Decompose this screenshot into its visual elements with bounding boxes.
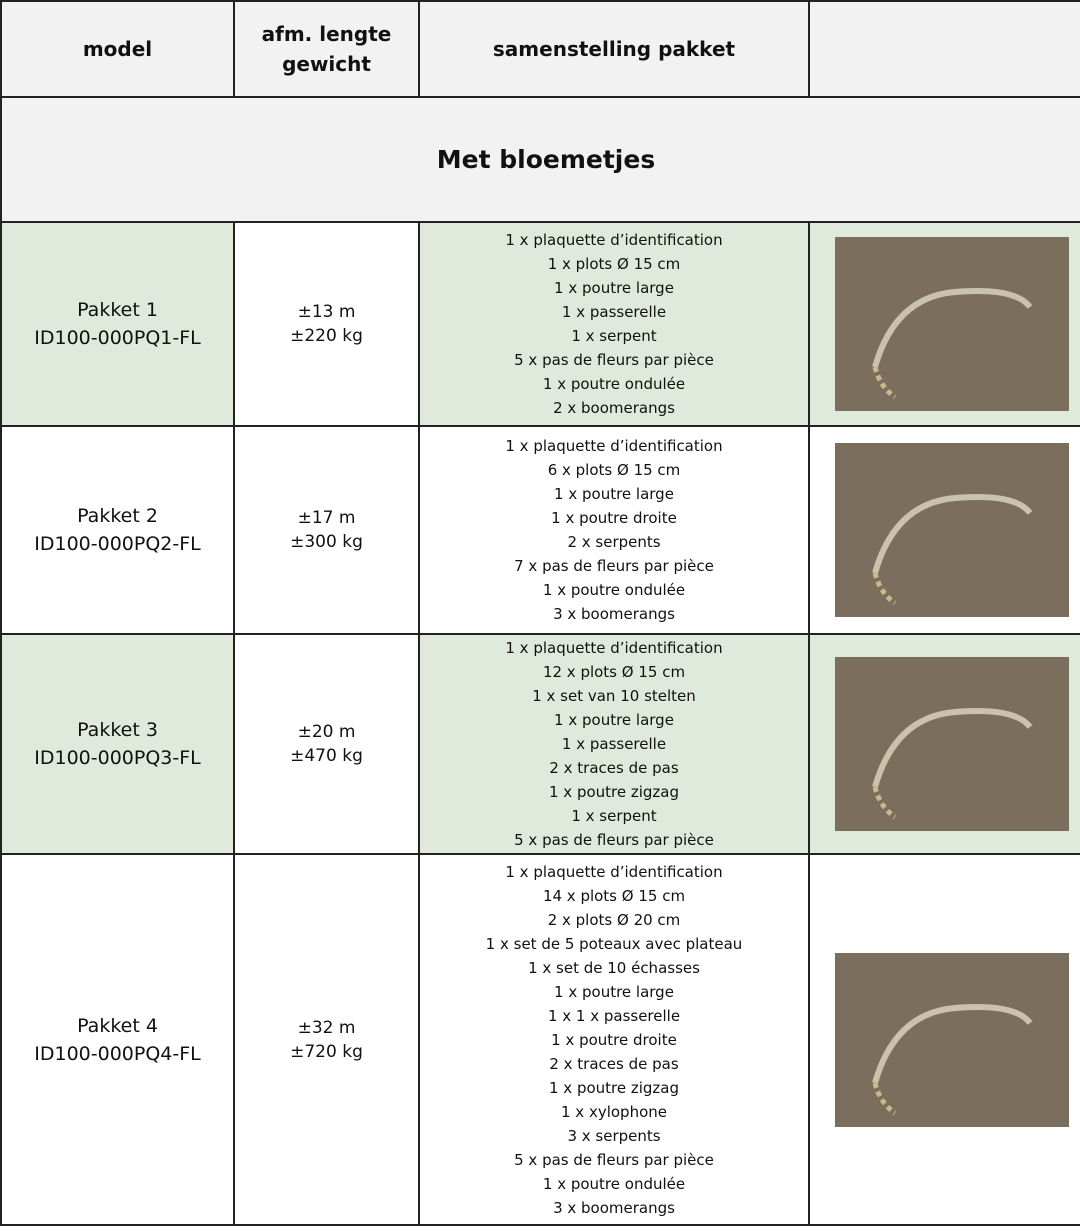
size-cell: ±32 m ±720 kg [233, 853, 420, 1226]
header-text: afm. lengte gewicht [261, 22, 392, 76]
content-line: 1 x plaquette d’identification [505, 231, 723, 249]
content-line: 1 x poutre large [554, 485, 674, 503]
content-line: 2 x traces de pas [549, 759, 679, 777]
model-cell: Pakket 3 ID100-000PQ3-FL [0, 633, 235, 855]
model-cell: Pakket 4 ID100-000PQ4-FL [0, 853, 235, 1226]
model-line: Pakket 2 [77, 505, 158, 527]
content-line: 3 x boomerangs [553, 1198, 675, 1217]
model-line: Pakket 4 [77, 1014, 158, 1037]
package-row: Pakket 3 ID100-000PQ3-FL ±20 m ±470 kg 1 x p… [0, 633, 1080, 855]
content-line: 1 x plots Ø 15 cm [547, 255, 681, 273]
content-line: 1 x 1 x passerelle [547, 1006, 681, 1025]
model-line: ID100-000PQ4-FL [34, 1042, 201, 1065]
model-line: Pakket 3 [77, 719, 158, 741]
size-cell: ±17 m ±300 kg [233, 425, 420, 635]
image-cell [808, 633, 1080, 855]
contents-cell: 1 x plaquette d’identification 1 x plots … [418, 221, 810, 427]
content-line: 1 x poutre droite [551, 509, 677, 527]
content-line: 14 x plots Ø 15 cm [542, 886, 686, 905]
package-row: Pakket 1 ID100-000PQ1-FL ±13 m ±220 kg 1 x p… [0, 221, 1080, 427]
content-line: 1 x poutre large [554, 711, 674, 729]
content-line: 1 x poutre zigzag [548, 783, 680, 801]
contents-cell: 1 x plaquette d’identification 12 x plots… [418, 633, 810, 855]
content-line: 5 x pas de fleurs par pièce [514, 831, 714, 849]
content-line: 1 x set van 10 stelten [532, 687, 696, 705]
content-line: 2 x boomerangs [553, 399, 675, 417]
size-cell: ±13 m ±220 kg [233, 221, 420, 427]
content-line: 1 x poutre ondulée [542, 581, 686, 599]
content-line: 1 x plaquette d’identification [505, 862, 723, 881]
content-line: 1 x plaquette d’identification [505, 639, 723, 657]
content-line: 1 x xylophone [561, 1102, 667, 1121]
content-line: 2 x serpents [567, 533, 661, 551]
package-image [835, 657, 1069, 831]
size-line: ±220 kg [290, 326, 363, 346]
model-line: ID100-000PQ2-FL [34, 533, 201, 555]
contents-cell: 1 x plaquette d’identification 6 x plots … [418, 425, 810, 635]
content-line: 1 x passerelle [561, 303, 667, 321]
size-line: ±300 kg [290, 532, 363, 552]
content-line: 1 x poutre ondulée [542, 375, 686, 393]
size-line: ±470 kg [290, 746, 363, 766]
content-line: 5 x pas de fleurs par pièce [514, 351, 714, 369]
content-line: 6 x plots Ø 15 cm [547, 461, 681, 479]
size-cell: ±20 m ±470 kg [233, 633, 420, 855]
content-line: 1 x set de 5 poteaux avec plateau [485, 934, 743, 953]
model-cell: Pakket 2 ID100-000PQ2-FL [0, 425, 235, 635]
header-text: model [82, 37, 153, 61]
image-cell [808, 221, 1080, 427]
content-line: 3 x serpents [567, 1126, 661, 1145]
content-line: 1 x poutre ondulée [542, 1174, 686, 1193]
content-line: 1 x plaquette d’identification [505, 437, 723, 455]
model-line: ID100-000PQ3-FL [34, 747, 201, 769]
size-line: ±17 m [297, 508, 356, 528]
section-title: Met bloemetjes [0, 96, 1080, 223]
package-image [835, 952, 1069, 1127]
header-cell: model [0, 0, 235, 98]
size-line: ±13 m [297, 302, 356, 322]
section-row: Met bloemetjes [0, 96, 1080, 223]
content-line: 12 x plots Ø 15 cm [542, 663, 686, 681]
package-row: Pakket 2 ID100-000PQ2-FL ±17 m ±300 kg 1 x p… [0, 425, 1080, 635]
header-text: samenstelling pakket [492, 37, 736, 61]
header-cell: afm. lengte gewicht [233, 0, 420, 98]
content-line: 3 x boomerangs [553, 605, 675, 623]
package-image [835, 443, 1069, 617]
model-line: ID100-000PQ1-FL [34, 327, 201, 349]
image-cell [808, 425, 1080, 635]
size-line: ±20 m [297, 722, 356, 742]
package-image [835, 237, 1069, 411]
content-line: 1 x poutre large [554, 279, 674, 297]
content-line: 7 x pas de fleurs par pièce [514, 557, 714, 575]
header-cell: samenstelling pakket [418, 0, 810, 98]
content-line: 1 x passerelle [561, 735, 667, 753]
contents-cell: 1 x plaquette d’identification 14 x plots… [418, 853, 810, 1226]
model-cell: Pakket 1 ID100-000PQ1-FL [0, 221, 235, 427]
size-line: ±32 m [297, 1017, 356, 1038]
content-line: 2 x plots Ø 20 cm [547, 910, 681, 929]
content-line: 1 x poutre droite [551, 1030, 677, 1049]
image-cell [808, 853, 1080, 1226]
header-cell [808, 0, 1080, 98]
model-line: Pakket 1 [77, 299, 158, 321]
size-line: ±720 kg [290, 1041, 363, 1062]
content-line: 5 x pas de fleurs par pièce [514, 1150, 714, 1169]
content-line: 1 x serpent [571, 327, 657, 345]
content-line: 1 x poutre large [554, 982, 674, 1001]
content-line: 1 x set de 10 échasses [528, 958, 700, 977]
package-row: Pakket 4 ID100-000PQ4-FL ±32 m ±720 kg 1 x p… [0, 853, 1080, 1226]
content-line: 1 x poutre zigzag [548, 1078, 680, 1097]
content-line: 1 x serpent [571, 807, 657, 825]
header-row: model afm. lengte gewicht samenstelling pa… [0, 0, 1080, 98]
content-line: 2 x traces de pas [549, 1054, 679, 1073]
